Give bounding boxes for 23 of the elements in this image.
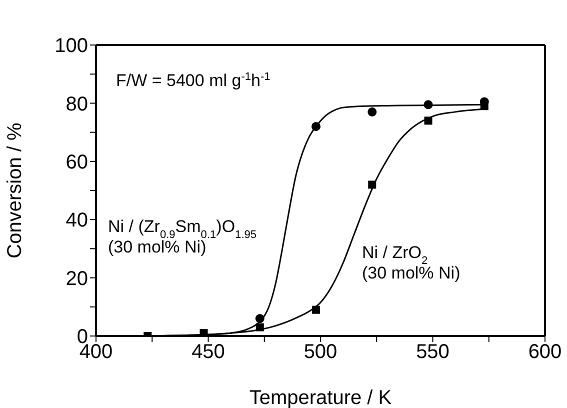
point bbox=[312, 306, 320, 314]
point bbox=[480, 102, 488, 110]
y-tick-label: 40 bbox=[66, 210, 88, 232]
annotation: F/W = 5400 ml g$^{-1}$h$^{-1}$ bbox=[116, 71, 270, 90]
x-axis-title: Temperature / K bbox=[249, 387, 392, 408]
y-tick-label: 80 bbox=[66, 93, 88, 116]
y-tick-label: 20 bbox=[66, 268, 88, 290]
point bbox=[424, 100, 433, 110]
x-tick-label: 500 bbox=[304, 341, 338, 364]
x-tick-label: 450 bbox=[192, 341, 225, 364]
point bbox=[256, 323, 264, 332]
series-label: Ni / ZrO$_{2}$ (30 mol% Ni) bbox=[362, 243, 460, 282]
point bbox=[255, 314, 264, 324]
point bbox=[368, 180, 376, 189]
y-tick-label: 60 bbox=[66, 152, 88, 174]
point bbox=[311, 122, 321, 131]
point bbox=[368, 107, 377, 116]
x-tick-label: 600 bbox=[528, 341, 562, 364]
x-tick-label: 550 bbox=[416, 341, 450, 364]
text: Ni / (Zr$_{0.9}$Sm$_{0.1}$)O$_{1.95}$ (30 mol% Ni) bbox=[108, 217, 257, 256]
y-tick-label: 100 bbox=[54, 35, 88, 58]
point bbox=[424, 116, 432, 125]
y-axis-title: Conversion / % bbox=[4, 122, 26, 258]
